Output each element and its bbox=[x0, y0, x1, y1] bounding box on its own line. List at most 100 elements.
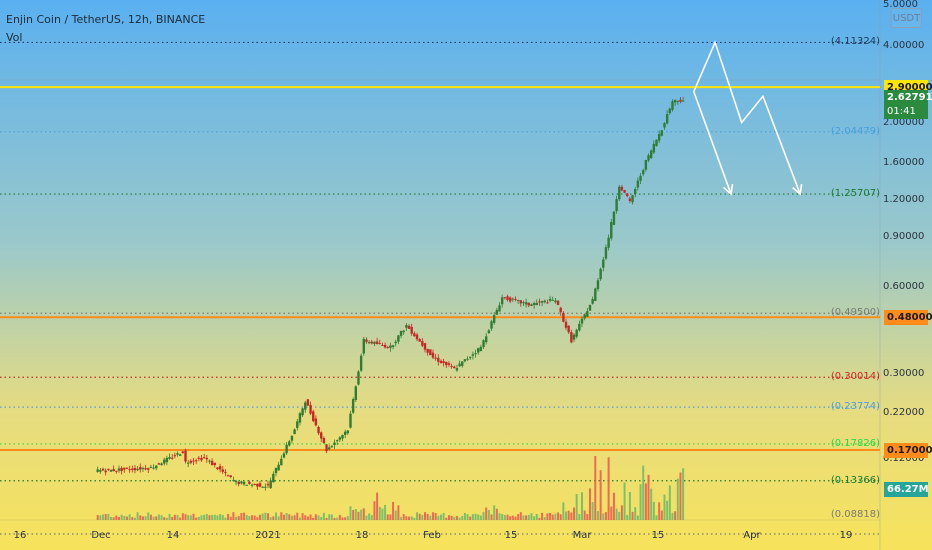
volume-bar bbox=[139, 515, 142, 520]
candle-body bbox=[394, 341, 397, 344]
candle-body bbox=[450, 366, 453, 368]
candle-body bbox=[642, 170, 645, 175]
volume-bar bbox=[221, 514, 224, 520]
candle-body bbox=[314, 418, 318, 426]
volume-bar bbox=[578, 513, 581, 520]
time-tick-label: Apr bbox=[743, 530, 761, 541]
volume-bar bbox=[157, 514, 160, 520]
candle-body bbox=[229, 475, 232, 478]
volume-bar bbox=[471, 514, 474, 520]
volume-bar bbox=[133, 517, 136, 520]
candle-body bbox=[607, 237, 610, 248]
candle-body bbox=[575, 329, 578, 337]
candle-body bbox=[586, 311, 589, 317]
volume-bars bbox=[96, 455, 685, 520]
volume-bar bbox=[301, 513, 304, 520]
candle-body bbox=[516, 300, 520, 302]
volume-bar bbox=[626, 514, 629, 520]
volume-bar bbox=[426, 513, 429, 520]
volume-bar bbox=[370, 515, 373, 520]
volume-bar bbox=[647, 474, 650, 520]
candle-body bbox=[136, 468, 139, 471]
volume-bar bbox=[479, 515, 482, 520]
candle-body bbox=[338, 437, 342, 440]
volume-bar bbox=[381, 508, 384, 520]
volume-bar bbox=[232, 512, 235, 520]
volume-bar bbox=[671, 512, 674, 520]
volume-bar bbox=[557, 512, 560, 520]
volume-bar bbox=[602, 513, 605, 520]
candle-body bbox=[330, 446, 334, 448]
volume-indicator-label[interactable]: Vol bbox=[6, 31, 23, 44]
candle-body bbox=[639, 175, 642, 181]
volume-bar bbox=[424, 512, 426, 520]
candle-body bbox=[362, 338, 365, 354]
time-tick-label: 18 bbox=[355, 530, 369, 541]
candle-body bbox=[381, 344, 384, 346]
volume-bar bbox=[104, 514, 107, 520]
fib-level-label: (1.25707) bbox=[830, 188, 880, 200]
volume-bar bbox=[128, 514, 131, 520]
volume-bar bbox=[338, 514, 341, 520]
candle-body bbox=[373, 341, 376, 344]
candle-body bbox=[407, 325, 411, 329]
candle-body bbox=[189, 460, 193, 463]
volume-bar bbox=[421, 514, 424, 520]
candle-body bbox=[453, 366, 456, 369]
price-tick-label: 0.12000 bbox=[883, 453, 925, 464]
volume-bar bbox=[525, 515, 528, 520]
volume-bar bbox=[216, 515, 219, 520]
volume-bar bbox=[634, 507, 637, 520]
volume-bar bbox=[527, 514, 530, 520]
volume-bar bbox=[248, 516, 251, 520]
symbol-title[interactable]: Enjin Coin / TetherUS, 12h, BINANCE bbox=[6, 13, 206, 26]
volume-bar bbox=[501, 513, 504, 520]
candle-body bbox=[139, 466, 142, 470]
candle-body bbox=[503, 297, 507, 299]
candle-body bbox=[681, 100, 685, 102]
candle-body bbox=[322, 437, 326, 443]
candle-body bbox=[671, 101, 674, 110]
volume-bar bbox=[314, 514, 317, 520]
candle-body bbox=[301, 408, 304, 416]
candle-body bbox=[168, 457, 171, 459]
volume-bar bbox=[567, 510, 570, 520]
candle-body bbox=[506, 296, 509, 300]
candle-body bbox=[657, 133, 661, 141]
candle-body bbox=[178, 454, 182, 456]
volume-bar bbox=[618, 511, 621, 520]
time-tick-label: Dec bbox=[91, 530, 111, 541]
candle-body bbox=[588, 305, 592, 311]
candle-body bbox=[556, 300, 560, 305]
candle-body bbox=[325, 444, 328, 452]
candle-body bbox=[181, 451, 185, 453]
candle-body bbox=[676, 100, 679, 102]
candle-body bbox=[423, 343, 427, 350]
volume-bar bbox=[184, 514, 187, 520]
candle-body bbox=[288, 441, 291, 446]
time-tick-label: 16 bbox=[13, 530, 27, 541]
volume-bar bbox=[458, 517, 461, 520]
volume-bar bbox=[205, 514, 208, 520]
candle-body bbox=[524, 302, 528, 305]
currency-button[interactable]: USDT bbox=[891, 8, 922, 28]
volume-bar bbox=[386, 514, 389, 520]
volume-bar bbox=[352, 510, 355, 520]
candle-body bbox=[115, 470, 118, 472]
candle-body bbox=[309, 404, 312, 414]
projection-path-0 bbox=[693, 40, 801, 195]
volume-bar bbox=[96, 515, 99, 520]
fib-level-label: (4.11324) bbox=[830, 36, 880, 48]
candle-body bbox=[133, 467, 137, 471]
volume-bar bbox=[197, 516, 200, 520]
volume-bar bbox=[293, 515, 296, 520]
volume-bar bbox=[639, 484, 642, 520]
candle-body bbox=[208, 460, 211, 462]
candle-body bbox=[532, 303, 536, 306]
candle-body bbox=[610, 222, 613, 239]
candle-body bbox=[386, 347, 389, 349]
volume-bar bbox=[615, 508, 618, 520]
volume-bar bbox=[112, 517, 115, 520]
time-tick-label: Mar bbox=[572, 530, 592, 541]
